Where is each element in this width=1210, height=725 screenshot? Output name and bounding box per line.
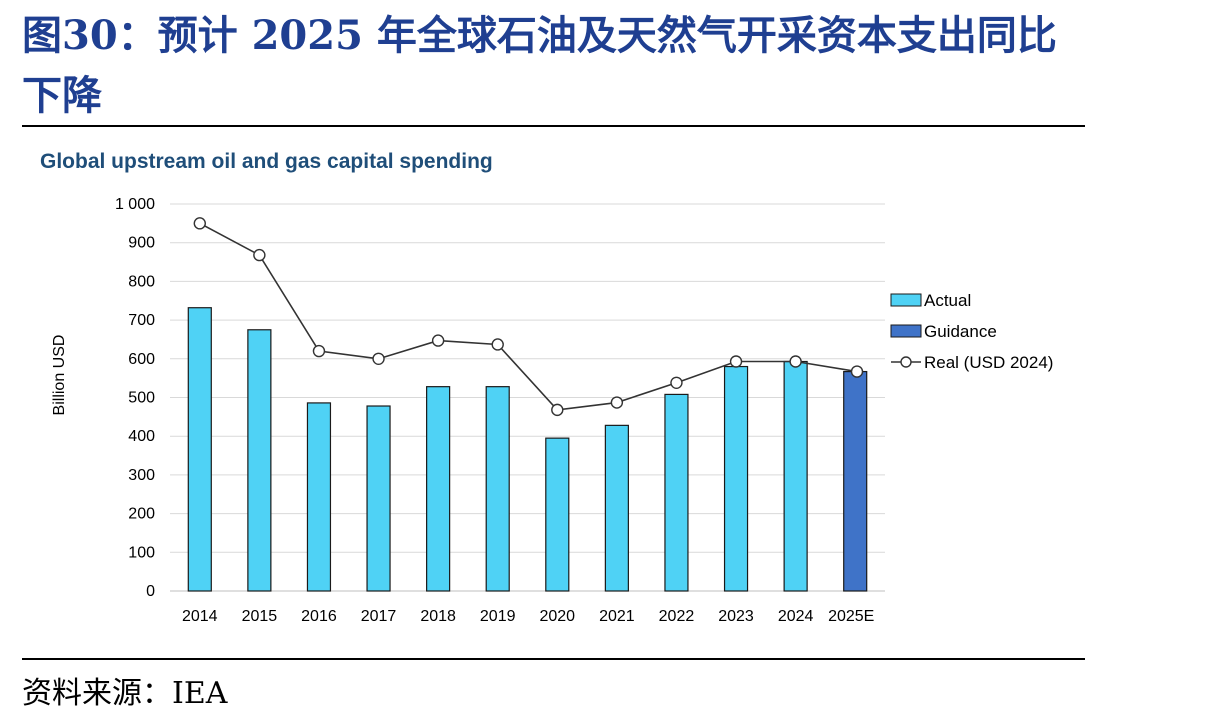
x-tick-label: 2014 (182, 608, 218, 625)
gridlines (170, 203, 885, 592)
real-point-2025E (850, 365, 864, 378)
legend-swatch (890, 293, 922, 307)
bar-actual-2021 (604, 424, 629, 592)
x-tick-label: 2022 (659, 608, 695, 625)
bar-actual-2022 (664, 393, 689, 592)
chart-container: Global upstream oil and gas capital spen… (0, 130, 1210, 655)
y-tick-label: 1 000 (115, 196, 155, 213)
legend-item-actual: Actual (890, 291, 971, 310)
y-tick-label: 500 (128, 390, 155, 407)
y-axis-label: Billion USD (51, 335, 68, 416)
x-tick-labels: 2014 2015 2016 2017 2018 2019 2020 2021 2022 2023… (182, 608, 874, 625)
bar-actual-2016 (306, 402, 332, 592)
x-tick-label: 2021 (599, 608, 635, 625)
x-tick-label: 2016 (301, 608, 337, 625)
legend-label: Actual (924, 291, 971, 310)
y-tick-label: 300 (128, 467, 155, 484)
bar-actual-2023 (723, 365, 749, 592)
figure-title: 图30：预计 2025 年全球石油及天然气开采资本支出同比下降 (22, 12, 1057, 119)
legend-item-real-usd-2024-: Real (USD 2024) (891, 353, 1053, 372)
real-line (193, 217, 864, 417)
legend-marker (900, 356, 912, 368)
x-tick-label: 2020 (539, 608, 575, 625)
bar-actual-2020 (545, 437, 570, 592)
chart-title: Global upstream oil and gas capital spen… (40, 150, 493, 173)
y-tick-label: 200 (128, 506, 155, 523)
bar-actual-2019 (485, 386, 510, 592)
real-point-2020 (551, 403, 564, 417)
bar-actual-2015 (247, 329, 272, 592)
chart-svg: Global upstream oil and gas capital spen… (40, 150, 1053, 625)
legend-swatch (890, 324, 922, 338)
bottom-rule (22, 658, 1085, 660)
x-tick-label: 2019 (480, 608, 516, 625)
x-tick-label: 2015 (242, 608, 278, 625)
y-tick-label: 400 (128, 428, 155, 445)
real-point-2022 (670, 376, 683, 389)
bar-guidance-2025E (843, 370, 868, 592)
real-point-2016 (312, 344, 326, 358)
y-tick-label: 800 (128, 273, 155, 290)
real-point-2021 (610, 396, 624, 409)
legend: Actual Guidance Real (USD 2024) (890, 291, 1053, 372)
y-tick-label: 0 (146, 583, 155, 600)
real-point-2019 (491, 338, 504, 351)
top-rule (22, 125, 1085, 127)
real-point-2018 (431, 334, 445, 347)
source-note: 资料来源：IEA (22, 676, 228, 711)
real-point-2015 (253, 248, 266, 262)
legend-label: Guidance (924, 322, 997, 341)
bar-actual-2017 (366, 405, 391, 592)
x-tick-label: 2017 (361, 608, 397, 625)
real-point-2014 (193, 217, 206, 230)
y-tick-label: 600 (128, 351, 155, 368)
real-line-path (199, 222, 858, 411)
legend-item-guidance: Guidance (890, 322, 997, 341)
y-tick-labels: 0 100 200 300 400 500 600 700 800 900 1 000 (115, 196, 155, 600)
y-tick-label: 100 (128, 544, 155, 561)
bar-actual-2018 (426, 386, 451, 592)
real-point-2024 (789, 355, 802, 368)
x-tick-label: 2024 (778, 608, 814, 625)
bar-actual-2024 (783, 360, 808, 592)
y-tick-label: 900 (128, 235, 155, 252)
bars (187, 307, 868, 592)
x-tick-label: 2023 (718, 608, 754, 625)
x-tick-label: 2018 (420, 608, 456, 625)
bar-actual-2014 (187, 307, 212, 592)
x-tick-label: 2025E (828, 608, 874, 625)
real-point-2023 (729, 355, 743, 368)
y-tick-label: 700 (128, 312, 155, 329)
legend-label: Real (USD 2024) (924, 353, 1053, 372)
real-point-2017 (372, 352, 385, 366)
